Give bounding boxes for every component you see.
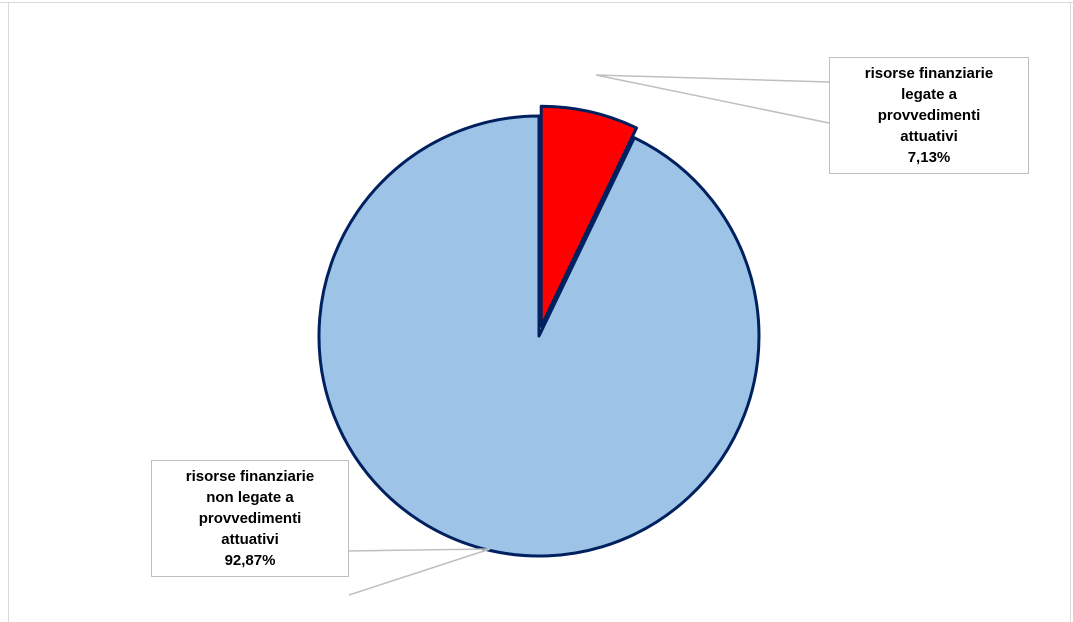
pie-slice-legate xyxy=(539,104,639,328)
leader-line-non-legate-lower xyxy=(348,548,491,596)
leader-line-non-legate xyxy=(348,548,491,552)
label-value: 7,13% xyxy=(907,149,951,166)
data-label-non-legate: risorse finanziarie non legate a provved… xyxy=(151,460,349,577)
label-line: legate a xyxy=(901,86,957,103)
leader-line-legate-lower xyxy=(595,74,830,124)
label-line: attuativi xyxy=(221,531,279,548)
pie-slice-non-legate xyxy=(317,114,761,558)
label-line: non legate a xyxy=(206,489,294,506)
label-line: risorse finanziarie xyxy=(864,65,994,82)
label-line: provvedimenti xyxy=(198,510,302,527)
label-line: risorse finanziarie xyxy=(185,468,315,485)
data-label-legate: risorse finanziarie legate a provvedimen… xyxy=(829,57,1029,174)
leader-line-legate xyxy=(595,74,830,83)
label-line: provvedimenti xyxy=(877,107,981,124)
leader-lines xyxy=(348,74,830,596)
label-value: 92,87% xyxy=(224,552,276,569)
pie-slices xyxy=(317,104,761,558)
label-line: attuativi xyxy=(900,128,958,145)
